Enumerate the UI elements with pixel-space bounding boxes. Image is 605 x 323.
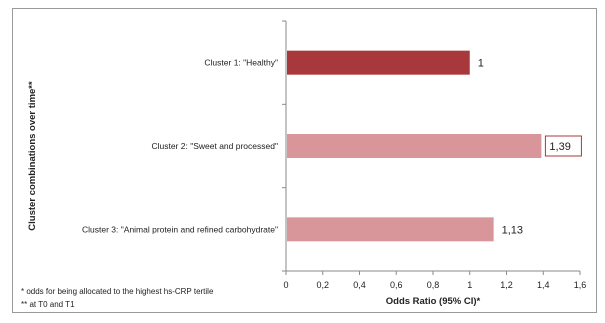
y-axis-title: Cluster combinations over time** [27, 81, 38, 231]
data-label: 1 [478, 58, 484, 70]
footnote: ** at T0 and T1 [21, 300, 75, 309]
bar [287, 134, 542, 158]
category-label: Cluster 2: "Sweet and processed" [151, 141, 278, 151]
data-label-box [544, 135, 582, 157]
data-label: 1,13 [502, 224, 523, 236]
x-tick-label: 1,2 [500, 280, 513, 290]
x-tick-label: 0 [283, 280, 288, 290]
x-tick-label: 0,8 [427, 280, 440, 290]
x-tick-label: 1,6 [574, 280, 587, 290]
x-tick-label: 0,6 [390, 280, 403, 290]
chart-frame: 0 0,2 0,4 0,6 0,8 1 1,2 1,4 1,6 Cluster 1: "Healt… [12, 8, 597, 313]
x-tick-label: 0,2 [316, 280, 329, 290]
footnote: * odds for being allocated to the highes… [21, 287, 214, 296]
x-tick-label: 0,4 [353, 280, 366, 290]
category-label: Cluster 3: "Animal protein and refined c… [82, 224, 278, 234]
x-tick-label: 1,4 [537, 280, 550, 290]
x-axis-title: Odds Ratio (95% CI)* [386, 296, 481, 307]
data-label: 1,39 [549, 141, 570, 153]
bar [287, 217, 494, 242]
x-tick-label: 1 [467, 280, 472, 290]
category-label: Cluster 1: "Healthy" [204, 58, 278, 68]
odds-ratio-chart: 0 0,2 0,4 0,6 0,8 1 1,2 1,4 1,6 Cluster 1: "Healt… [21, 20, 587, 309]
bar [287, 50, 470, 75]
